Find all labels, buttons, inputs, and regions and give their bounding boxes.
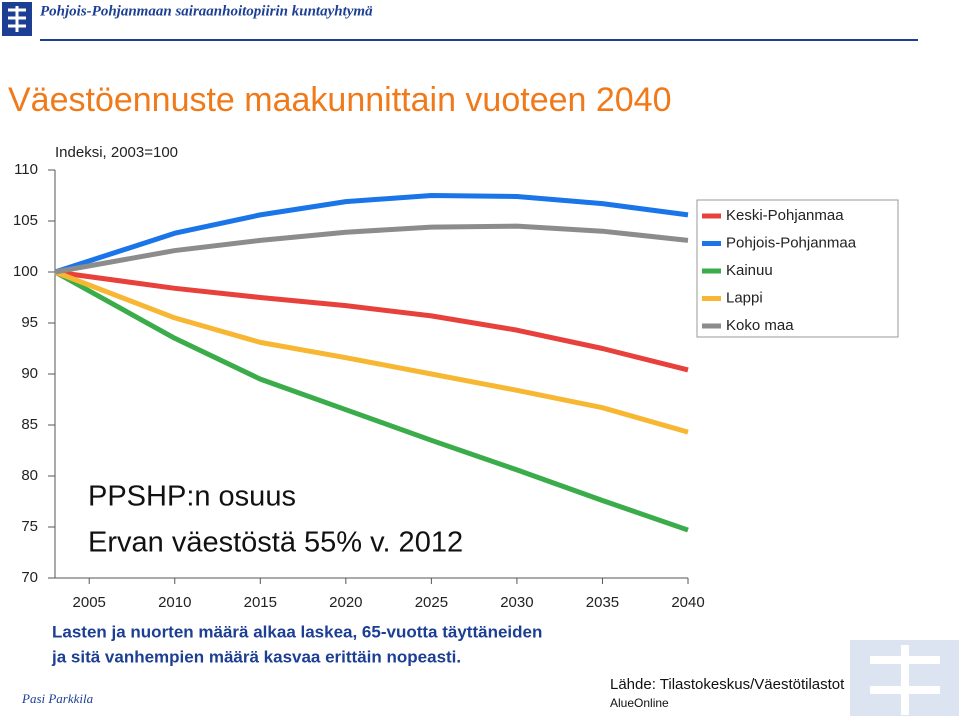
y-axis-label: Indeksi, 2003=100	[55, 144, 178, 161]
source: Lähde: Tilastokeskus/Väestötilastot	[610, 676, 845, 693]
x-tick-label: 2015	[244, 594, 277, 611]
series-line	[54, 269, 689, 435]
x-tick-label: 2005	[73, 594, 106, 611]
tool: AlueOnline	[610, 696, 669, 710]
y-tick-label: 75	[21, 518, 38, 535]
series-line	[53, 269, 689, 533]
y-tick-label: 85	[21, 416, 38, 433]
note: Lasten ja nuorten määrä alkaa laskea, 65…	[52, 622, 542, 641]
legend-label: Keski-Pohjanmaa	[726, 207, 844, 224]
legend-label: Koko maa	[726, 317, 794, 334]
y-tick-label: 80	[21, 467, 38, 484]
slide-title: Väestöennuste maakunnittain vuoteen 2040	[8, 81, 672, 119]
y-tick-label: 70	[21, 569, 38, 586]
y-tick-label: 95	[21, 314, 38, 331]
legend-box	[696, 199, 899, 338]
legend-label: Pohjois-Pohjanmaa	[726, 234, 857, 251]
x-tick-label: 2040	[671, 594, 704, 611]
x-tick-label: 2020	[329, 594, 362, 611]
note: ja sitä vanhempien määrä kasvaa erittäin…	[51, 647, 461, 666]
y-tick-label: 90	[21, 365, 38, 382]
legend-label: Kainuu	[726, 262, 773, 279]
logo	[2, 2, 32, 36]
legend-label: Lappi	[726, 289, 763, 306]
series-line	[54, 269, 689, 373]
x-tick-label: 2025	[415, 594, 448, 611]
y-tick-label: 110	[14, 161, 38, 178]
y-tick-label: 105	[13, 212, 38, 229]
series-line	[54, 223, 689, 275]
annotation: Ervan väestöstä 55% v. 2012	[88, 527, 463, 559]
x-tick-label: 2010	[158, 594, 191, 611]
series-line	[54, 193, 689, 275]
author: Pasi Parkkila	[21, 691, 94, 706]
corner-logo	[850, 640, 959, 716]
x-tick-label: 2030	[500, 594, 533, 611]
y-tick-label: 100	[13, 263, 38, 280]
organization: Pohjois-Pohjanmaan sairaanhoitopiirin ku…	[40, 3, 373, 19]
annotation: PPSHP:n osuus	[88, 481, 296, 513]
x-tick-label: 2035	[586, 594, 619, 611]
